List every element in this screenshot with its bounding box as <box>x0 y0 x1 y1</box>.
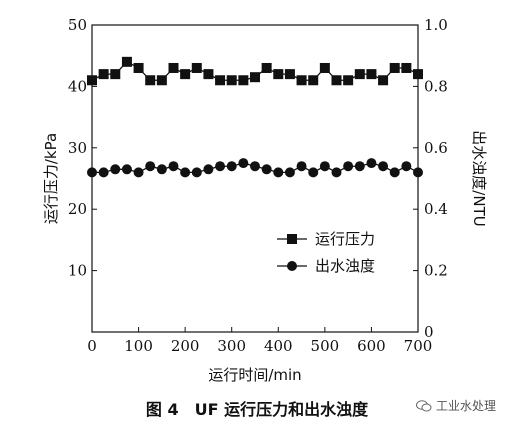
data-point <box>87 75 97 86</box>
x-axis-title: 运行时间/min <box>208 366 301 384</box>
y-left-tick-label: 40 <box>68 77 87 95</box>
data-point <box>133 62 144 73</box>
data-point <box>413 69 423 80</box>
series-pressure <box>87 56 423 86</box>
y-right-tick-label: 0.4 <box>424 200 448 218</box>
data-point <box>226 161 237 172</box>
data-point <box>366 158 377 169</box>
data-point <box>331 75 342 86</box>
ticks-layer: 0 100 200 300 400 500 600 700102030405000.20.40… <box>68 16 448 355</box>
data-point <box>145 75 156 86</box>
y-right-tick-label: 0.2 <box>424 262 448 280</box>
data-point <box>366 69 377 80</box>
data-point <box>110 69 121 80</box>
series-turbidity <box>87 158 423 178</box>
data-point <box>319 161 330 172</box>
y-left-tick-label: 20 <box>68 200 87 218</box>
data-point <box>98 167 109 178</box>
y-left-tick-label: 30 <box>68 139 87 157</box>
y-axis-left-title: 运行压力/kPa <box>42 133 60 224</box>
data-point <box>331 167 342 178</box>
data-point <box>191 167 202 178</box>
x-tick-label: 600 <box>357 337 386 355</box>
data-point <box>98 69 109 80</box>
figure-caption: 图 4 UF 运行压力和出水浊度 <box>145 400 369 419</box>
series-layer <box>87 56 423 178</box>
data-point <box>273 167 284 178</box>
data-point <box>296 75 307 86</box>
data-point <box>87 167 97 178</box>
data-point <box>121 164 132 175</box>
legend-marker <box>287 261 297 271</box>
data-point <box>238 75 249 86</box>
data-point <box>110 164 121 175</box>
data-point <box>343 75 354 86</box>
y-right-tick-label: 1.0 <box>424 16 448 34</box>
data-point <box>215 161 226 172</box>
data-point <box>156 164 167 175</box>
data-point <box>389 62 400 73</box>
data-point <box>378 161 389 172</box>
data-point <box>401 62 412 73</box>
data-point <box>389 167 400 178</box>
y-left-tick-label: 50 <box>68 16 87 34</box>
data-point <box>226 75 237 86</box>
y-axis-right-title: 出水浊度/NTU <box>470 130 488 226</box>
plot-frame <box>91 24 419 333</box>
data-point <box>354 161 365 172</box>
data-point <box>261 62 272 73</box>
data-point <box>378 75 389 86</box>
y-right-tick-label: 0.6 <box>424 139 448 157</box>
watermark-text: 工业水处理 <box>435 399 496 413</box>
data-point <box>133 167 144 178</box>
x-tick-label: 100 <box>124 337 153 355</box>
data-point <box>401 161 412 172</box>
data-point <box>319 62 330 73</box>
data-point <box>215 75 226 86</box>
data-point <box>191 62 202 73</box>
x-tick-label: 300 <box>217 337 246 355</box>
data-point <box>203 69 214 80</box>
x-tick-label: 0 <box>87 337 97 355</box>
x-tick-label: 500 <box>311 337 340 355</box>
x-tick-label: 400 <box>264 337 293 355</box>
data-point <box>180 167 191 178</box>
watermark: 工业水处理 <box>415 397 496 414</box>
data-point <box>343 161 354 172</box>
data-point <box>156 75 167 86</box>
data-point <box>168 62 179 73</box>
data-point <box>308 167 319 178</box>
data-point <box>284 167 295 178</box>
data-point <box>250 161 260 172</box>
y-right-tick-label: 0 <box>424 323 434 341</box>
data-point <box>250 72 260 83</box>
legend-marker <box>287 234 297 244</box>
data-point <box>273 69 284 80</box>
data-point <box>180 69 191 80</box>
wechat-icon <box>415 399 432 411</box>
data-point <box>238 158 249 169</box>
data-point <box>168 161 179 172</box>
data-point <box>145 161 156 172</box>
data-point <box>203 164 214 175</box>
plot-border <box>91 24 419 333</box>
data-point <box>284 69 295 80</box>
legend-label: 运行压力 <box>315 230 375 248</box>
data-point <box>121 56 132 67</box>
x-tick-label: 200 <box>171 337 200 355</box>
data-point <box>261 164 272 175</box>
data-point <box>296 161 307 172</box>
data-point <box>354 69 365 80</box>
legend-label: 出水浊度 <box>315 257 375 275</box>
data-point <box>413 167 423 178</box>
y-left-tick-label: 10 <box>68 262 87 280</box>
y-right-tick-label: 0.8 <box>424 77 448 95</box>
x-tick-label: 700 <box>404 337 433 355</box>
data-point <box>308 75 319 86</box>
